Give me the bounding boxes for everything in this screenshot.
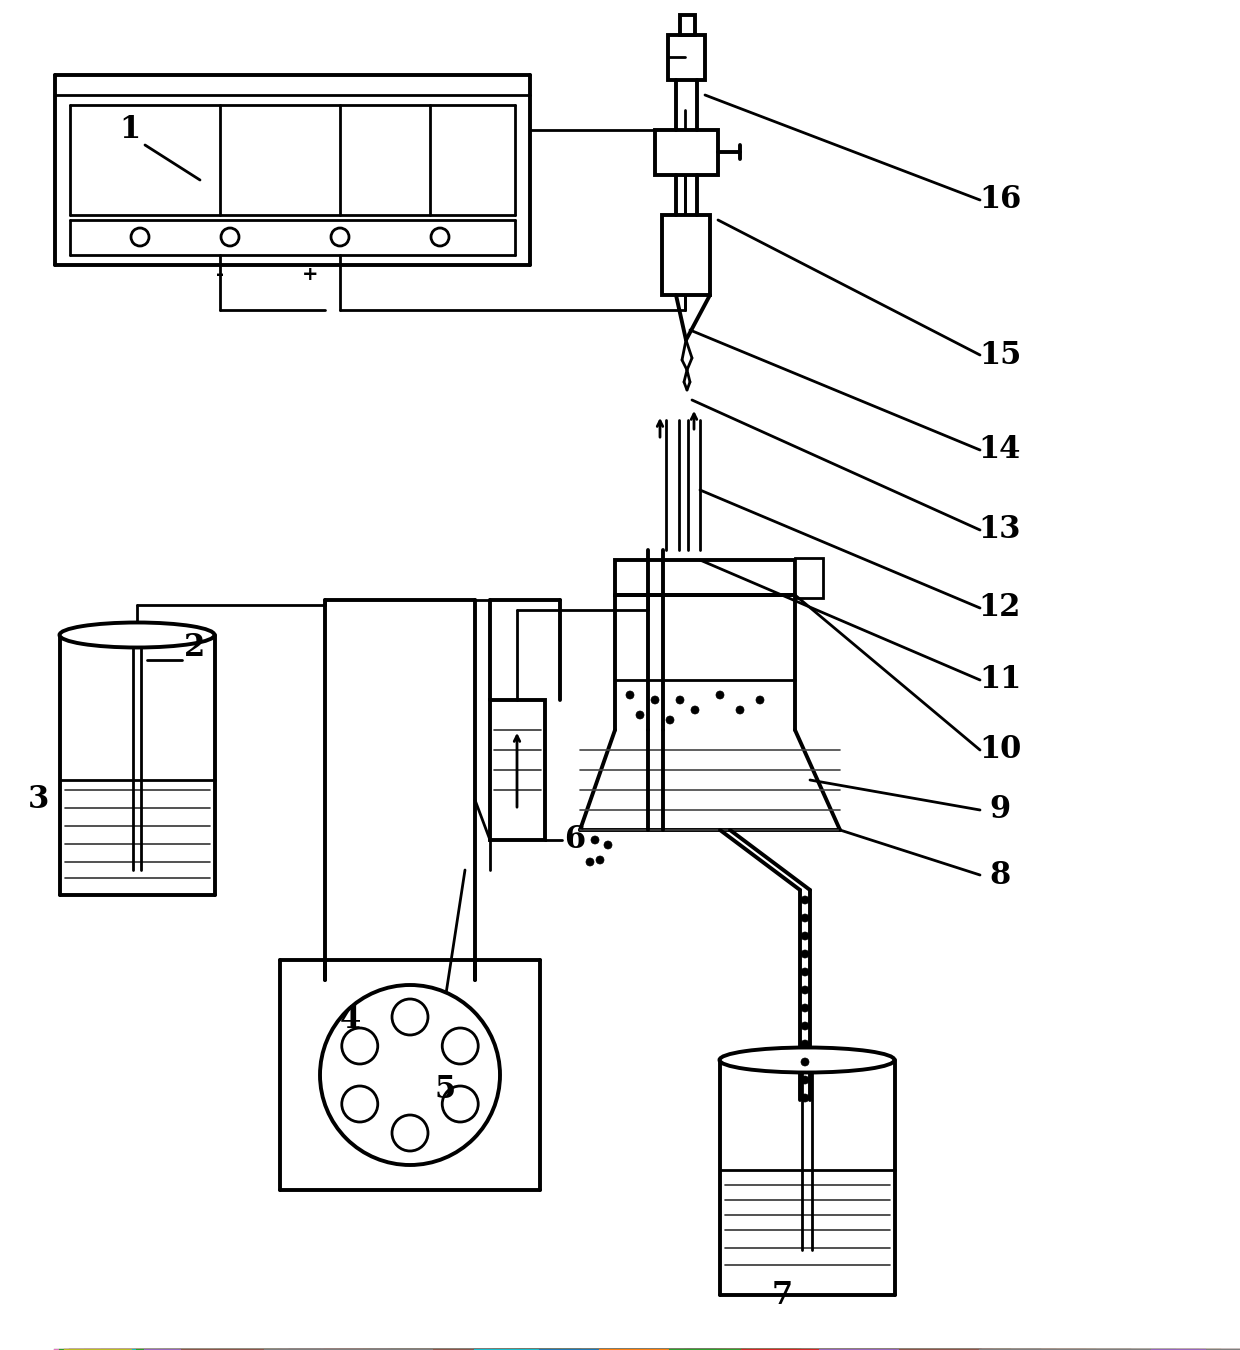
Text: 11: 11	[978, 664, 1021, 695]
Circle shape	[651, 697, 658, 703]
Circle shape	[432, 228, 449, 246]
Text: 13: 13	[978, 514, 1022, 545]
Circle shape	[801, 914, 808, 922]
Circle shape	[801, 1004, 808, 1012]
Text: 2: 2	[185, 633, 206, 663]
Text: 10: 10	[978, 734, 1021, 765]
Circle shape	[801, 931, 808, 940]
Circle shape	[626, 691, 634, 699]
Circle shape	[591, 836, 599, 844]
Circle shape	[801, 1058, 808, 1066]
Circle shape	[342, 1027, 378, 1064]
Bar	[795, 558, 823, 598]
Circle shape	[443, 1085, 479, 1122]
Circle shape	[691, 706, 699, 714]
Circle shape	[392, 1115, 428, 1152]
Ellipse shape	[719, 1048, 894, 1072]
Ellipse shape	[60, 622, 215, 648]
Circle shape	[636, 711, 644, 720]
Circle shape	[666, 716, 675, 724]
Bar	[668, 35, 706, 80]
Text: 6: 6	[564, 825, 585, 856]
Circle shape	[676, 697, 684, 703]
Circle shape	[801, 986, 808, 994]
Bar	[662, 215, 711, 296]
Circle shape	[131, 228, 149, 246]
Circle shape	[596, 856, 604, 864]
Circle shape	[392, 999, 428, 1035]
Circle shape	[604, 841, 613, 849]
Bar	[655, 130, 718, 176]
Circle shape	[801, 1040, 808, 1048]
Text: 15: 15	[978, 339, 1021, 370]
Text: 12: 12	[978, 593, 1022, 624]
Circle shape	[443, 1027, 479, 1064]
Circle shape	[587, 859, 594, 865]
Circle shape	[801, 896, 808, 905]
Circle shape	[801, 968, 808, 976]
Text: +: +	[301, 266, 319, 285]
Circle shape	[801, 1076, 808, 1084]
Text: 14: 14	[978, 435, 1022, 466]
Circle shape	[342, 1085, 378, 1122]
Circle shape	[801, 1022, 808, 1030]
Bar	[615, 560, 795, 595]
Circle shape	[801, 950, 808, 958]
Bar	[490, 701, 546, 840]
Text: -: -	[216, 266, 224, 285]
Text: 7: 7	[771, 1280, 792, 1311]
Circle shape	[756, 697, 764, 703]
Text: 9: 9	[990, 795, 1011, 825]
Text: 1: 1	[119, 115, 140, 146]
Circle shape	[221, 228, 239, 246]
Circle shape	[320, 986, 500, 1165]
Text: 16: 16	[978, 185, 1021, 216]
Circle shape	[331, 228, 348, 246]
Text: 4: 4	[340, 1004, 361, 1035]
Bar	[680, 15, 694, 35]
Text: 8: 8	[990, 860, 1011, 891]
Circle shape	[737, 706, 744, 714]
Text: 3: 3	[27, 784, 48, 815]
Circle shape	[715, 691, 724, 699]
Text: 5: 5	[434, 1075, 455, 1106]
Circle shape	[801, 1094, 808, 1102]
